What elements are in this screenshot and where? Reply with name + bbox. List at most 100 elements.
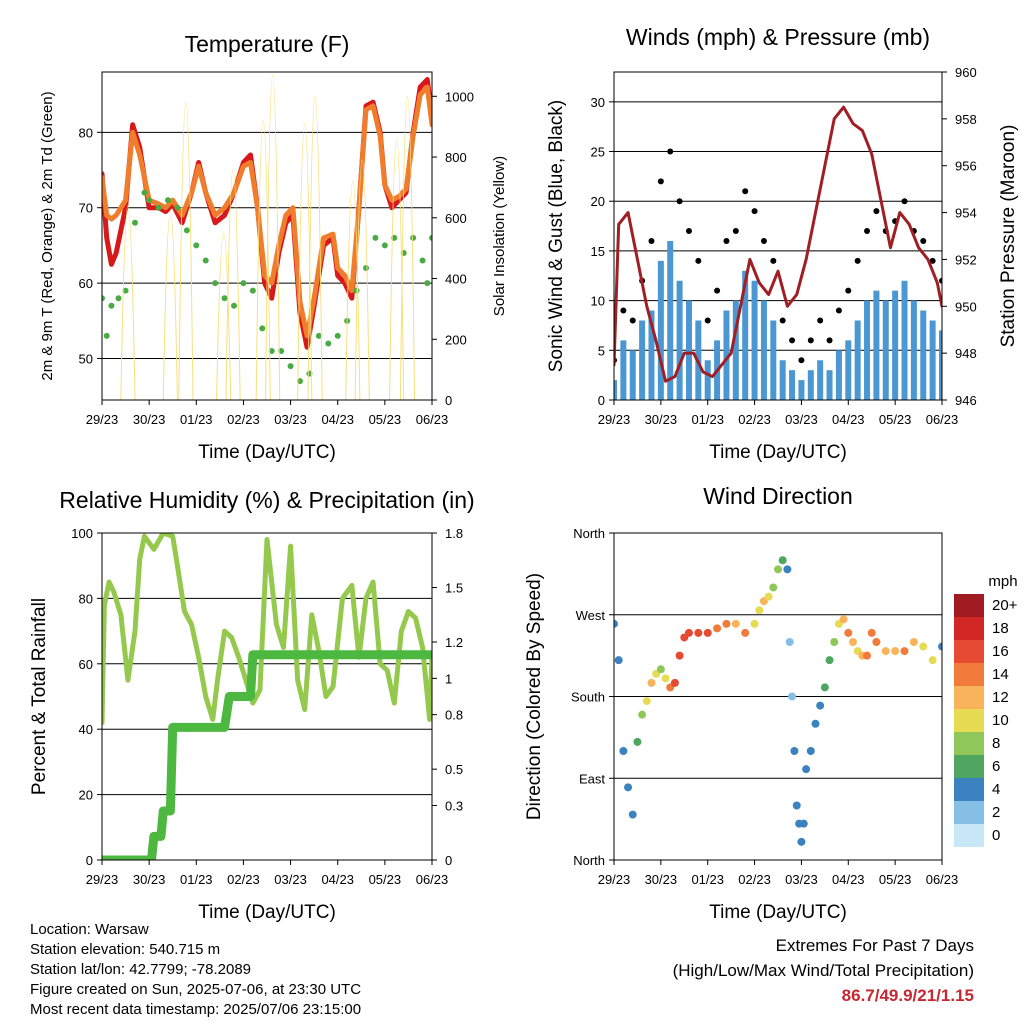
y2-tick-label: 952: [955, 252, 977, 267]
temperature-series-2-point: [174, 204, 181, 211]
winds-series-1-point: [789, 337, 796, 344]
x-tick-label: 03/23: [274, 872, 307, 887]
winds-series-1-point: [629, 317, 636, 324]
y2-tick-label: 0.3: [445, 799, 463, 814]
temperature-series: [102, 74, 432, 400]
temperature-series-3-spike: [120, 205, 136, 400]
x-tick-label: 03/23: [785, 872, 818, 887]
y-tick-label: 80: [79, 591, 93, 606]
wind_direction-series-0-point: [938, 642, 942, 651]
winds-series-1-point: [929, 257, 936, 264]
wind_direction-series-0-point: [830, 638, 839, 646]
wind_direction-series-0-point: [900, 647, 909, 656]
winds-series-1-point: [864, 228, 871, 235]
y2-tick-label: 1000: [445, 89, 474, 104]
wind_direction-series-0-point: [802, 765, 811, 774]
temperature-series-2-point: [141, 189, 148, 196]
legend-swatch: [954, 663, 984, 686]
y2-tick-label: 1: [445, 671, 452, 686]
wind_direction-series-0-point: [792, 801, 801, 810]
temperature-series-2-point: [287, 363, 294, 370]
y2-tick-label: 1.2: [445, 635, 463, 650]
wind_direction-series-0-point: [806, 747, 815, 755]
legend-label: 6: [992, 758, 1000, 775]
x-tick-label: 29/23: [598, 412, 631, 427]
wind_direction-xlabel: Time (Day/UTC): [709, 902, 847, 923]
legend-swatch: [954, 617, 984, 640]
wind_direction-series-0-point: [684, 628, 693, 637]
y-tick-label: 100: [71, 526, 93, 541]
wind_direction-series-0-point: [661, 674, 670, 683]
winds-series-1-point: [845, 287, 852, 294]
temperature-series-2-point: [103, 332, 110, 339]
legend-swatch: [954, 732, 984, 755]
y2-tick-label: 1.8: [445, 526, 463, 541]
y-tick-label: East: [579, 771, 605, 786]
wind_direction-series-0-point: [741, 628, 750, 637]
x-tick-label: 30/23: [645, 872, 678, 887]
x-tick-label: 04/23: [321, 412, 354, 427]
humidity-series-0: [102, 533, 432, 726]
y2-tick-label: 0.8: [445, 708, 463, 723]
legend-label: 0: [992, 827, 1000, 844]
y2-tick-label: 400: [445, 272, 467, 287]
y2-tick-label: 946: [955, 393, 977, 408]
legend-label: 14: [992, 666, 1009, 683]
temperature-series-3-spike: [345, 181, 361, 400]
wind_direction-series-0-point: [722, 619, 731, 628]
x-tick-label: 29/23: [598, 872, 631, 887]
winds-series-1-point: [826, 337, 833, 344]
temperature-ylabel: 2m & 9m T (Red, Orange) & 2m Td (Green): [39, 91, 56, 380]
wind_direction-series-0-point: [731, 619, 740, 628]
wind_direction-series-0-point: [872, 638, 881, 646]
extremes-values: 86.7/49.9/21/1.15: [841, 986, 974, 1005]
winds-series-1-point: [620, 307, 627, 314]
wind_direction-series-0-point: [844, 628, 853, 637]
winds-series-1-point: [901, 198, 908, 205]
temperature-series-2-point: [315, 332, 322, 339]
temperature-series-2-point: [259, 325, 266, 332]
winds-series-1-point: [751, 208, 758, 215]
wind_direction-series-0-point: [839, 615, 848, 624]
wind_direction-series-0-point: [778, 556, 787, 565]
temperature-series-2-point: [115, 295, 122, 302]
winds-series-1-point: [648, 237, 655, 244]
legend-swatch: [954, 594, 984, 617]
wind_direction-series-0-point: [891, 647, 900, 656]
humidity-xlabel: Time (Day/UTC): [198, 902, 336, 923]
wind_direction-series-0-point: [790, 747, 799, 755]
y-tick-label: 25: [591, 145, 605, 160]
temperature-xlabel: Time (Day/UTC): [198, 442, 336, 463]
humidity-title: Relative Humidity (%) & Precipitation (i…: [59, 487, 474, 513]
winds-series-1-point: [798, 357, 805, 364]
wind_direction-series-0-point: [755, 606, 764, 615]
x-tick-label: 05/23: [879, 872, 912, 887]
wind_direction-series-0-point: [825, 656, 834, 665]
winds-series-1-point: [657, 178, 664, 185]
y-tick-label: 0: [598, 393, 605, 408]
x-tick-label: 30/23: [133, 412, 166, 427]
wind_direction-series-0-point: [909, 638, 918, 646]
winds-ylabel: Sonic Wind & Gust (Blue, Black): [546, 100, 567, 372]
x-tick-label: 05/23: [369, 412, 402, 427]
winds-series-1-point: [685, 228, 692, 235]
wind_direction-series-0-point: [633, 737, 642, 746]
temperature-series-3-spike: [399, 96, 416, 400]
legend-label: 12: [992, 689, 1009, 706]
x-tick-label: 06/23: [416, 412, 449, 427]
temperature-series-3-spike: [265, 74, 281, 400]
y2-tick-label: 956: [955, 159, 977, 174]
x-tick-label: 06/23: [416, 872, 449, 887]
wind_direction-series-0-point: [774, 565, 782, 574]
winds-title: Winds (mph) & Pressure (mb): [626, 24, 930, 50]
x-tick-label: 04/23: [832, 872, 865, 887]
temperature-series-2-point: [363, 265, 369, 272]
x-tick-label: 06/23: [926, 872, 959, 887]
x-tick-label: 29/23: [86, 872, 119, 887]
temperature-series-2-point: [102, 295, 105, 302]
legend-swatch: [954, 801, 984, 824]
y2-tick-label: 954: [955, 206, 977, 221]
wind_direction-series-0-point: [863, 651, 872, 660]
y-tick-label: 10: [591, 294, 605, 309]
wind_direction-series-0-point: [799, 819, 808, 828]
